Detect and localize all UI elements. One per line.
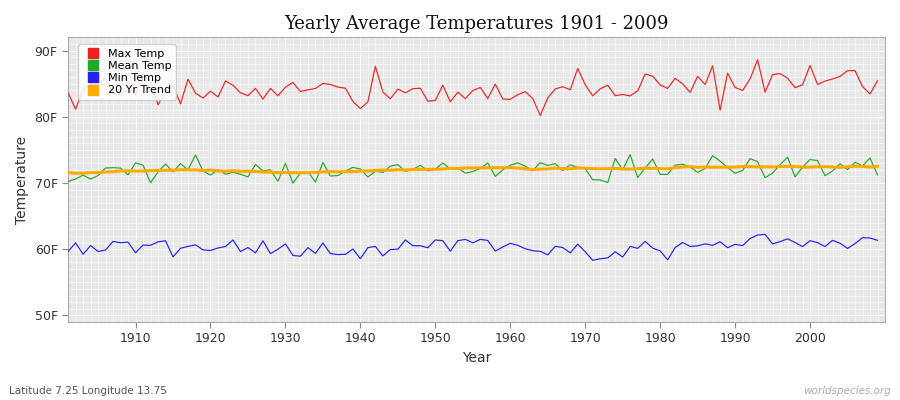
- Legend: Max Temp, Mean Temp, Min Temp, 20 Yr Trend: Max Temp, Mean Temp, Min Temp, 20 Yr Tre…: [77, 44, 176, 100]
- Text: worldspecies.org: worldspecies.org: [803, 386, 891, 396]
- Title: Yearly Average Temperatures 1901 - 2009: Yearly Average Temperatures 1901 - 2009: [284, 15, 669, 33]
- X-axis label: Year: Year: [462, 351, 491, 365]
- Y-axis label: Temperature: Temperature: [15, 136, 29, 224]
- Text: Latitude 7.25 Longitude 13.75: Latitude 7.25 Longitude 13.75: [9, 386, 166, 396]
